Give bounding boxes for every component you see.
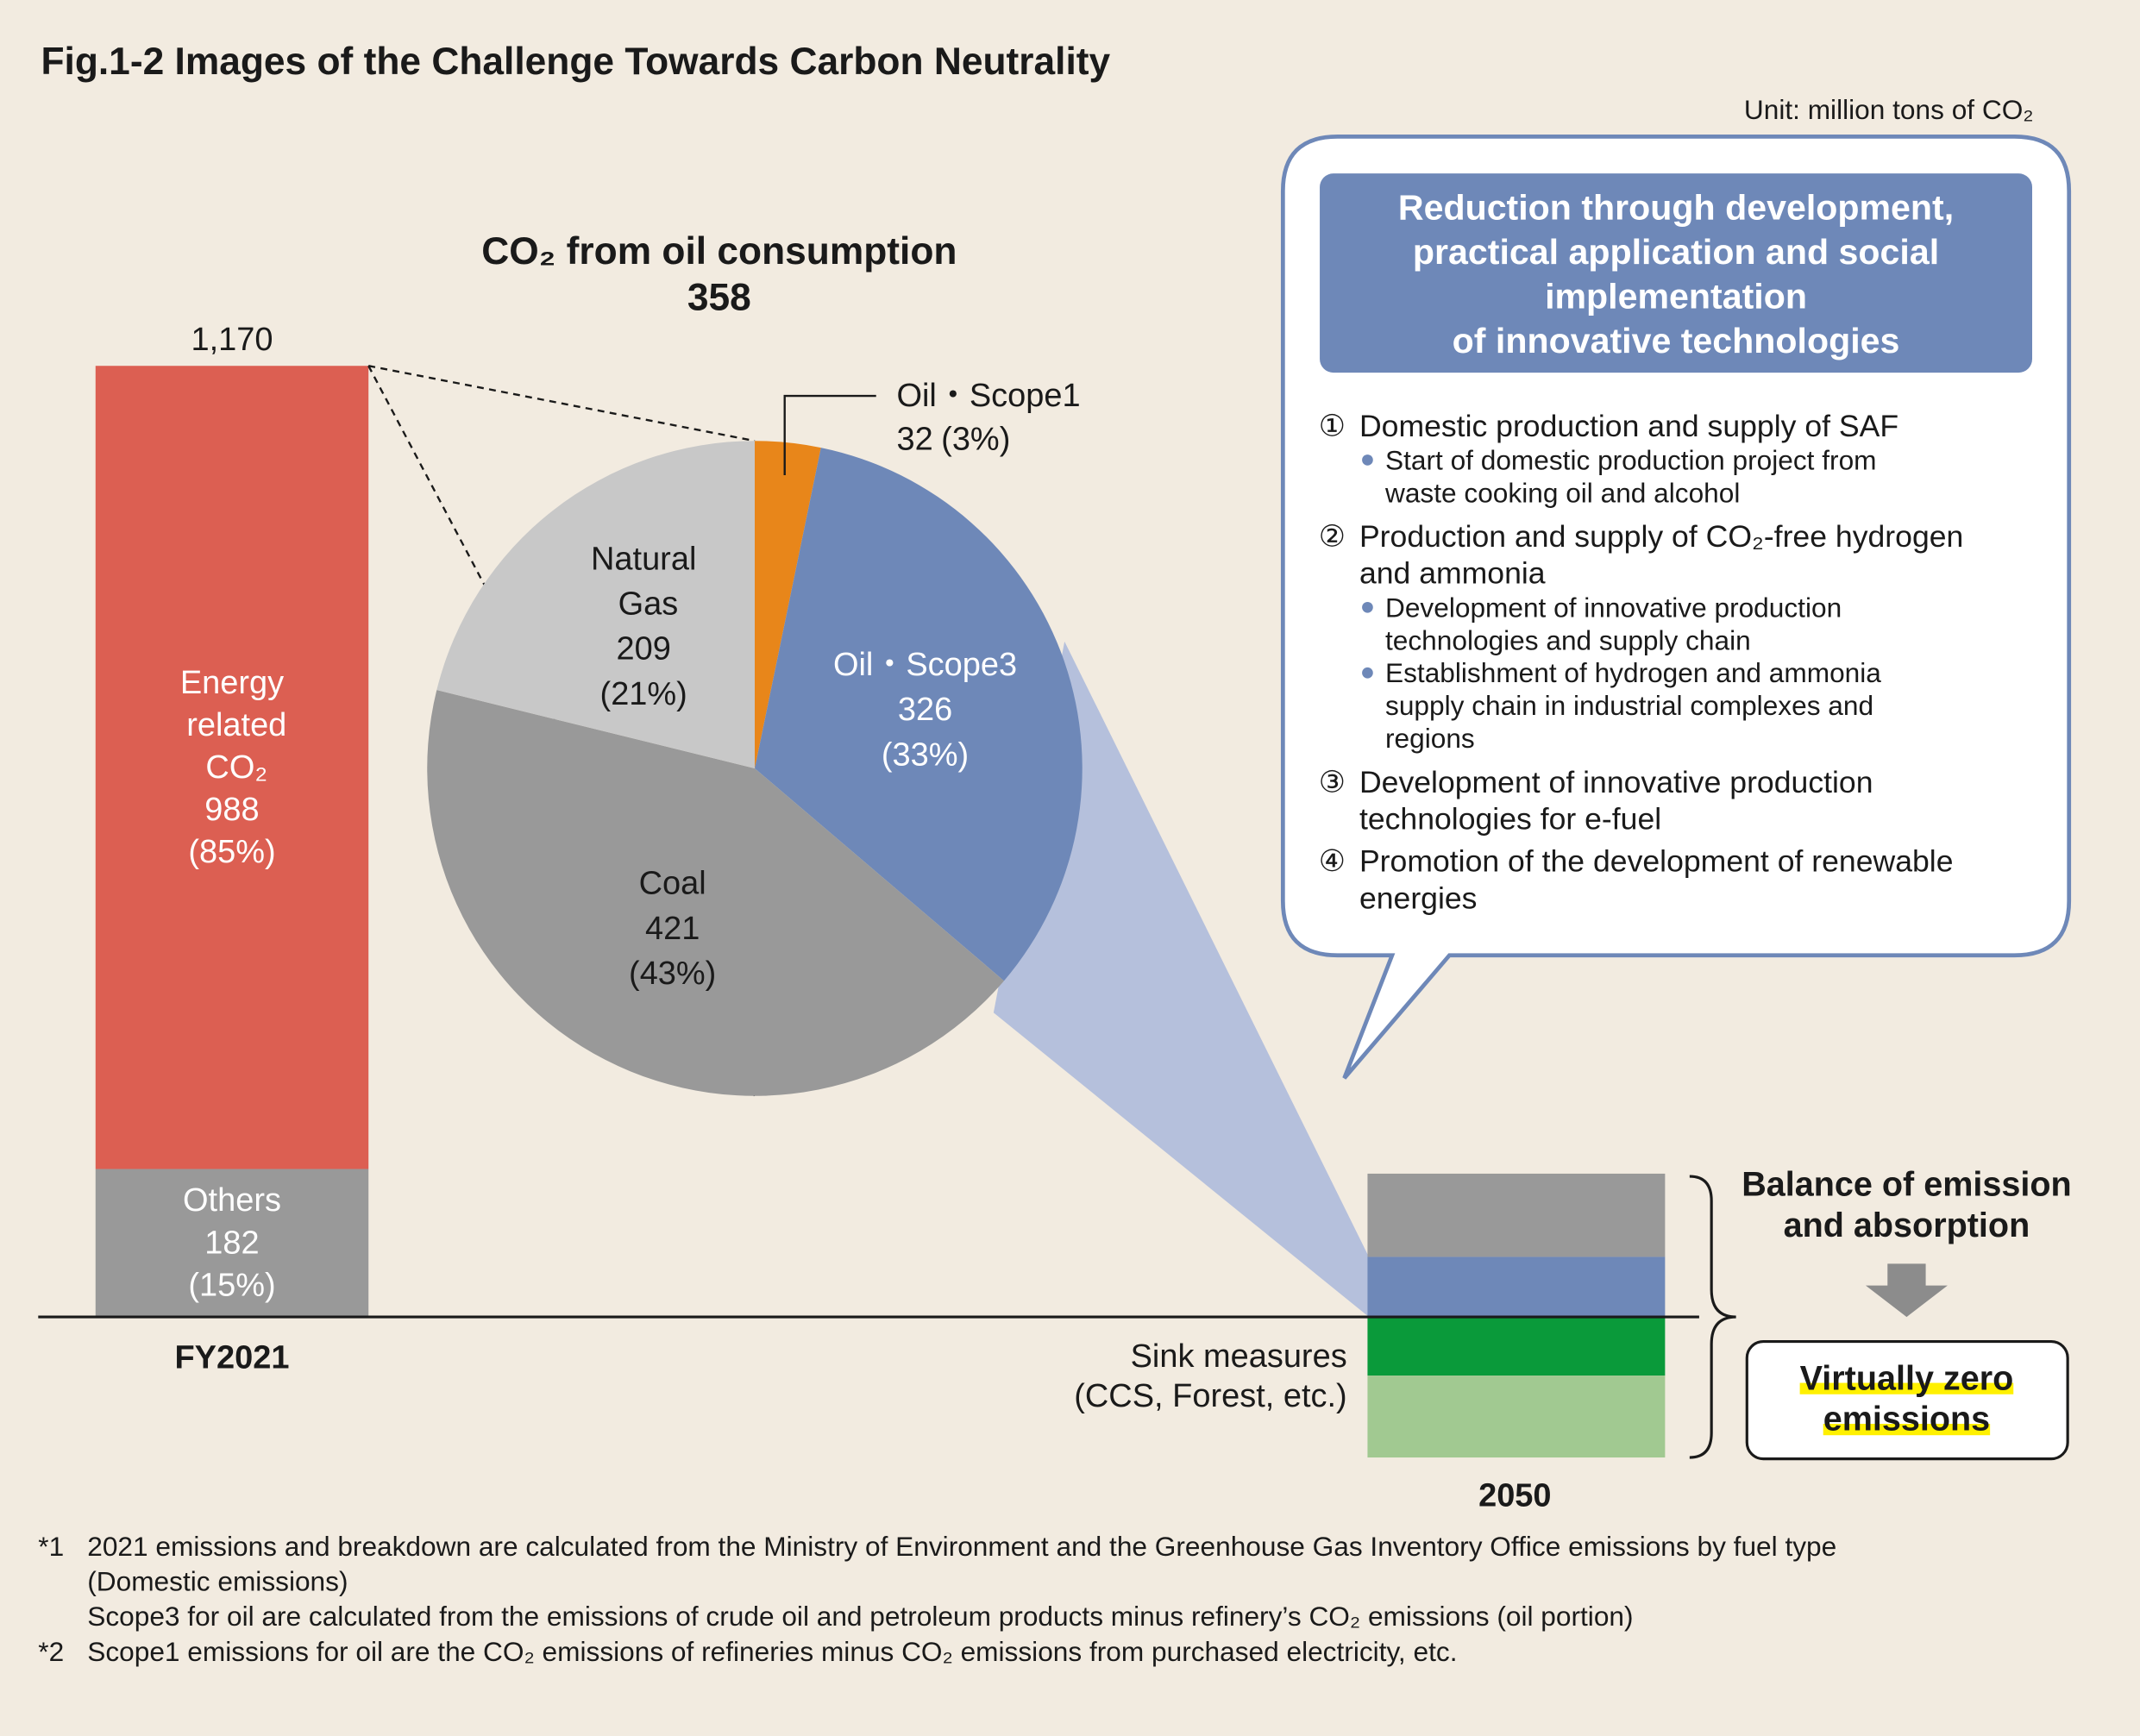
result-label: emissions (1823, 1401, 1990, 1438)
item-number: ① (1319, 409, 1346, 442)
item-text: Domestic production and supply of SAF (1359, 409, 1898, 443)
sink-label: (CCS, Forest, etc.) (1074, 1378, 1346, 1414)
bar-segment (95, 1169, 369, 1318)
segment-percent: (85%) (188, 834, 275, 870)
note-mark: *1 (38, 1531, 64, 1562)
highlight (1823, 1424, 1991, 1436)
note-mark: *2 (38, 1636, 64, 1667)
item-number: ③ (1319, 765, 1346, 799)
callout-heading: practical application and social (1413, 232, 1939, 272)
bar-segment (95, 366, 369, 1169)
item-text: Production and supply of CO₂-free hydrog… (1359, 519, 1963, 554)
balance-label: and absorption (1784, 1206, 2030, 1244)
segment-name: Others (183, 1182, 281, 1219)
pie-slice (436, 441, 755, 768)
note-text: 2021 emissions and breakdown are calcula… (87, 1531, 1836, 1562)
target-year: 2050 (1478, 1477, 1551, 1514)
down-arrow (1865, 1263, 1948, 1318)
slice-value: 32 (896, 422, 932, 458)
balance-label: Balance of emission (1741, 1166, 2071, 1204)
projection (993, 641, 1370, 1318)
slice-value: 209 (617, 631, 671, 667)
slice-name: Coal (639, 866, 706, 902)
segment-percent: (15%) (188, 1267, 275, 1303)
slice-value: 326 (898, 692, 952, 728)
item-text: energies (1359, 881, 1478, 915)
callout-heading: implementation (1545, 277, 1807, 316)
result-label: Virtually zero (1800, 1359, 2014, 1397)
item-text: and ammonia (1359, 556, 1546, 591)
note-text: Scope3 for oil are calculated from the e… (87, 1601, 1633, 1632)
bullet-dot (1362, 667, 1373, 679)
note-text: Scope1 emissions for oil are the CO₂ emi… (87, 1636, 1457, 1667)
callout-heading: of innovative technologies (1453, 321, 1900, 360)
target-forest (1367, 1376, 1666, 1458)
item-text: Promotion of the development of renewabl… (1359, 844, 1954, 879)
target-oil (1367, 1257, 1666, 1318)
callout-heading: Reduction through development, (1398, 188, 1954, 228)
leader-line (783, 394, 876, 475)
sink-label: Sink measures (1131, 1338, 1347, 1375)
figure-title: Fig.1-2 Images of the Challenge Towards … (41, 41, 1110, 83)
unit-label: Unit: million tons of CO₂ (1744, 94, 2034, 125)
segment-value: 988 (204, 792, 259, 828)
slice-value-line: 32 (3%) (896, 422, 1010, 458)
pie-slice (427, 690, 1004, 1096)
pie-title: CO₂ from oil consumption (481, 230, 957, 273)
item-text: technologies for e-fuel (1359, 802, 1661, 837)
bullet-text: regions (1385, 723, 1475, 754)
target-emission (1367, 1173, 1666, 1257)
brace (1689, 1175, 1736, 1459)
bullet-text: supply chain in industrial complexes and (1385, 690, 1873, 721)
bullet-text: Establishment of hydrogen and ammonia (1385, 657, 1881, 688)
target-sink (1367, 1317, 1666, 1376)
bullet-text: waste cooking oil and alcohol (1384, 477, 1740, 508)
highlight (1799, 1382, 2014, 1394)
segment-name: Energy related CO₂ (178, 665, 287, 786)
bullet-text: Start of domestic production project fro… (1385, 444, 1876, 475)
slice-name: Oil・Scope3 (833, 647, 1017, 683)
slice-percent: (33%) (882, 736, 969, 773)
slice-percent: (21%) (600, 676, 687, 712)
slice-name: Oil・Scope1 (896, 378, 1080, 414)
bullet-dot (1362, 454, 1373, 466)
bar-total: 1,170 (191, 322, 273, 358)
item-number: ④ (1319, 844, 1346, 878)
slice-percent: (43%) (629, 956, 716, 992)
segment-value: 182 (204, 1225, 259, 1261)
slice-percent: (3%) (941, 422, 1010, 458)
x-category: FY2021 (174, 1340, 289, 1376)
callout-heading-box (1320, 173, 2033, 373)
item-number: ② (1319, 520, 1346, 554)
pie-slice (754, 441, 821, 768)
connector (367, 365, 756, 442)
item-text: Development of innovative production (1359, 765, 1873, 799)
bullet-dot (1362, 601, 1373, 613)
pie-slice (754, 448, 1083, 981)
note-text: (Domestic emissions) (87, 1566, 348, 1597)
bullet-text: technologies and supply chain (1385, 624, 1751, 655)
slice-name: Natural Gas (591, 541, 696, 622)
pie-total: 358 (687, 277, 751, 319)
slice-value: 421 (645, 911, 700, 947)
bullet-text: Development of innovative production (1385, 592, 1842, 623)
